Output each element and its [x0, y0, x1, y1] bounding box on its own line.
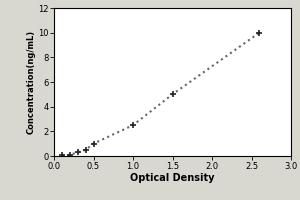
Y-axis label: Concentration(ng/mL): Concentration(ng/mL) [26, 30, 35, 134]
X-axis label: Optical Density: Optical Density [130, 173, 215, 183]
